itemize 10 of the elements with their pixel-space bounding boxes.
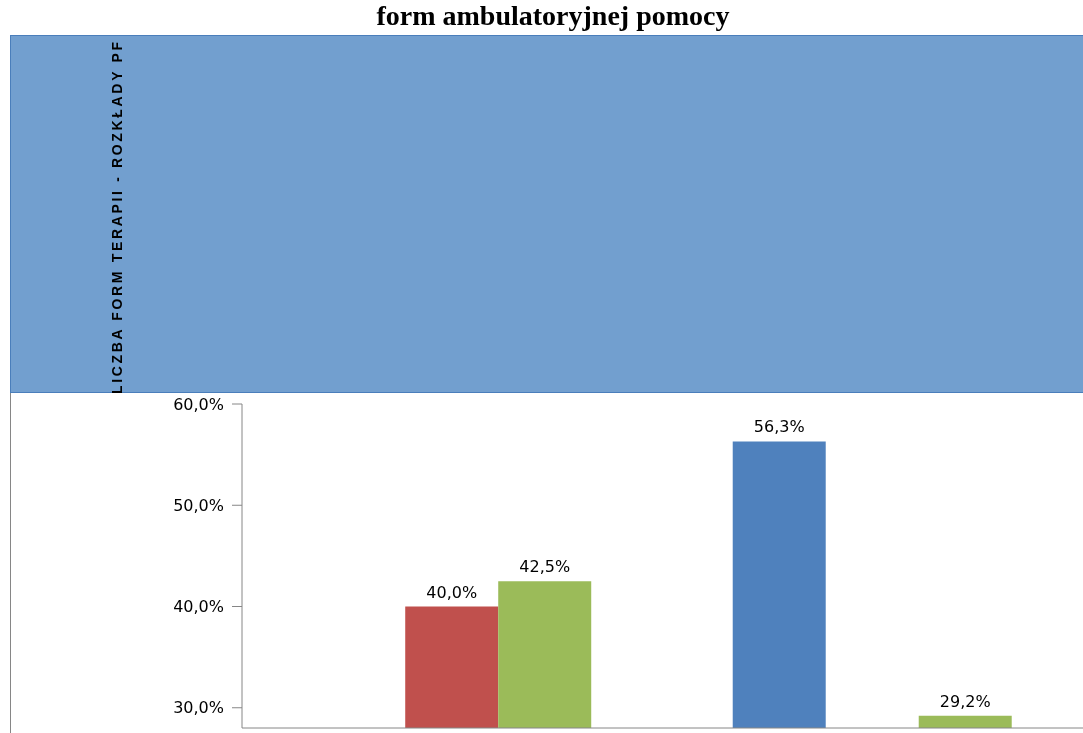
data-label: 29,2% (939, 691, 991, 711)
y-tick-label: 30,0% (173, 698, 224, 718)
y-tick-label: 60,0% (173, 394, 224, 414)
y-tick-label: 50,0% (173, 495, 224, 515)
y-axis-title: LICZBA FORM TERAPII - ROZKŁADY PF (109, 41, 125, 394)
chart-title: form ambulatoryjnej pomocy (375, 0, 731, 32)
y-tick-label: 40,0% (173, 597, 224, 617)
data-label: 56,3% (753, 417, 805, 437)
data-label: 40,0% (426, 582, 478, 602)
data-label: 42,5% (519, 557, 571, 577)
